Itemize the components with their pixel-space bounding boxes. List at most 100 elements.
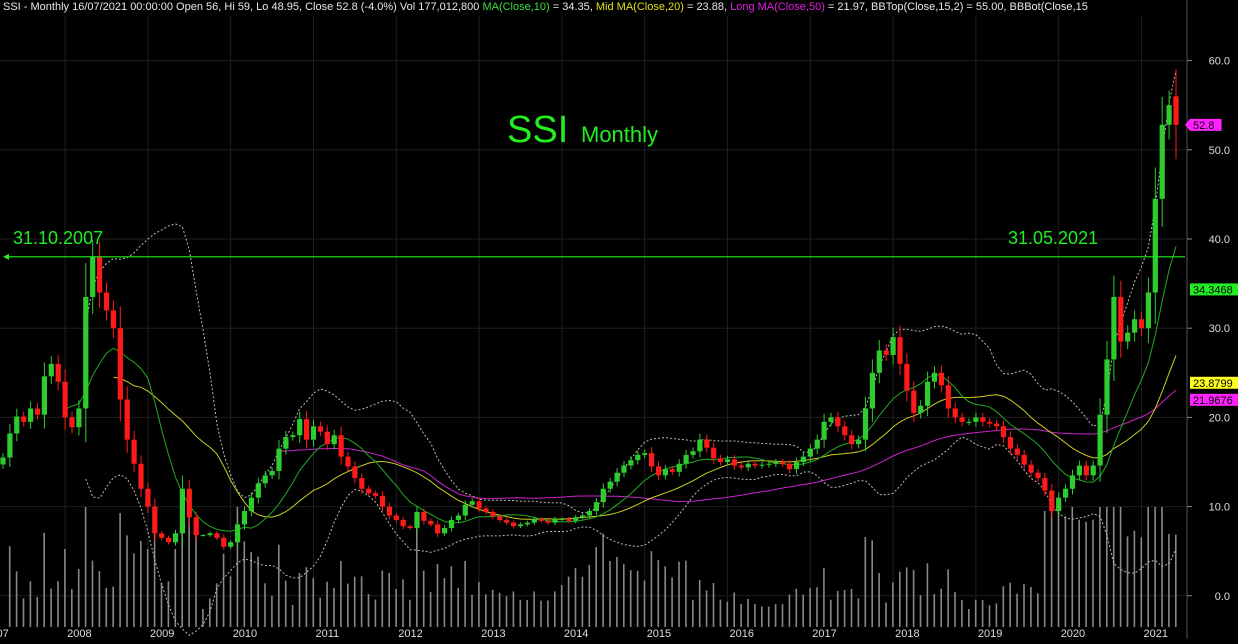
candle-body[interactable] bbox=[103, 292, 110, 311]
candle-body[interactable] bbox=[773, 461, 779, 464]
candle-body[interactable] bbox=[276, 448, 282, 471]
candle-body[interactable] bbox=[179, 488, 185, 534]
candle-body[interactable] bbox=[973, 417, 979, 422]
candle-body[interactable] bbox=[359, 478, 365, 489]
candle-body[interactable] bbox=[959, 417, 965, 422]
candle-body[interactable] bbox=[41, 376, 47, 415]
candle-body[interactable] bbox=[221, 537, 227, 547]
candle-body[interactable] bbox=[90, 256, 96, 297]
candle-body[interactable] bbox=[262, 475, 268, 484]
candle-body[interactable] bbox=[807, 448, 813, 457]
candle-body[interactable] bbox=[683, 454, 689, 464]
candle-body[interactable] bbox=[69, 417, 75, 428]
candle-body[interactable] bbox=[573, 517, 579, 521]
candle-body[interactable] bbox=[697, 439, 703, 452]
candle-body[interactable] bbox=[731, 459, 737, 466]
candle-body[interactable] bbox=[235, 524, 241, 543]
candle-body[interactable] bbox=[331, 435, 337, 445]
candle-body[interactable] bbox=[297, 419, 303, 436]
candle-body[interactable] bbox=[718, 458, 724, 462]
candle-body[interactable] bbox=[62, 381, 68, 418]
candle-body[interactable] bbox=[0, 457, 6, 465]
candle-body[interactable] bbox=[1049, 490, 1055, 512]
candle-body[interactable] bbox=[145, 488, 151, 507]
candle-body[interactable] bbox=[586, 511, 593, 516]
candle-body[interactable] bbox=[138, 463, 144, 489]
candle-body[interactable] bbox=[938, 372, 944, 386]
candle-body[interactable] bbox=[890, 337, 896, 355]
candle-body[interactable] bbox=[1090, 465, 1096, 476]
candle-body[interactable] bbox=[738, 465, 744, 468]
candle-body[interactable] bbox=[166, 537, 172, 543]
candle-body[interactable] bbox=[366, 488, 372, 494]
candle-body[interactable] bbox=[642, 453, 648, 455]
candle-body[interactable] bbox=[690, 451, 696, 455]
candle-body[interactable] bbox=[214, 533, 220, 538]
candle-body[interactable] bbox=[1173, 96, 1179, 125]
candle-body[interactable] bbox=[814, 439, 820, 449]
candle-body[interactable] bbox=[1028, 464, 1034, 473]
candle-body[interactable] bbox=[310, 426, 317, 440]
candle-body[interactable] bbox=[373, 493, 379, 496]
candle-body[interactable] bbox=[304, 419, 310, 440]
candle-body[interactable] bbox=[607, 481, 613, 489]
candle-body[interactable] bbox=[269, 470, 275, 476]
candle-body[interactable] bbox=[159, 533, 165, 538]
candle-body[interactable] bbox=[83, 296, 89, 409]
candle-body[interactable] bbox=[800, 456, 806, 462]
candle-body[interactable] bbox=[869, 372, 875, 409]
candle-body[interactable] bbox=[1152, 198, 1158, 293]
candle-body[interactable] bbox=[48, 363, 54, 377]
ma50-line[interactable] bbox=[278, 389, 1177, 503]
candle-body[interactable] bbox=[1014, 448, 1020, 455]
candle-body[interactable] bbox=[228, 542, 234, 547]
candle-body[interactable] bbox=[317, 426, 323, 432]
candle-body[interactable] bbox=[407, 526, 413, 528]
candle-body[interactable] bbox=[490, 511, 496, 517]
candle-body[interactable] bbox=[428, 520, 434, 525]
candle-body[interactable] bbox=[793, 461, 800, 470]
candle-body[interactable] bbox=[724, 459, 731, 462]
candle-body[interactable] bbox=[759, 464, 765, 466]
candle-body[interactable] bbox=[531, 519, 537, 523]
candle-body[interactable] bbox=[1111, 296, 1117, 360]
candle-body[interactable] bbox=[117, 328, 123, 400]
candle-body[interactable] bbox=[442, 527, 448, 534]
candle-body[interactable] bbox=[200, 535, 206, 537]
candle-body[interactable] bbox=[1132, 319, 1138, 333]
candle-body[interactable] bbox=[172, 533, 179, 543]
candle-body[interactable] bbox=[876, 350, 882, 373]
candle-body[interactable] bbox=[186, 488, 192, 518]
candle-body[interactable] bbox=[662, 469, 668, 476]
candle-body[interactable] bbox=[780, 461, 786, 464]
candle-body[interactable] bbox=[787, 463, 793, 470]
candle-body[interactable] bbox=[945, 385, 951, 409]
candle-body[interactable] bbox=[566, 519, 572, 521]
candle-body[interactable] bbox=[655, 466, 662, 476]
candle-body[interactable] bbox=[476, 501, 482, 509]
candle-body[interactable] bbox=[283, 437, 289, 449]
candle-body[interactable] bbox=[911, 390, 917, 413]
candle-body[interactable] bbox=[635, 454, 641, 461]
candle-body[interactable] bbox=[338, 435, 344, 457]
candle-body[interactable] bbox=[559, 519, 565, 521]
candle-body[interactable] bbox=[455, 515, 461, 520]
candle-body[interactable] bbox=[255, 483, 261, 498]
candle-body[interactable] bbox=[842, 426, 848, 436]
candle-body[interactable] bbox=[241, 511, 248, 525]
candle-body[interactable] bbox=[1056, 497, 1062, 512]
candle-body[interactable] bbox=[1007, 437, 1013, 449]
candle-body[interactable] bbox=[34, 408, 41, 415]
candle-body[interactable] bbox=[552, 519, 558, 523]
candle-body[interactable] bbox=[904, 363, 910, 391]
candle-body[interactable] bbox=[435, 524, 441, 534]
candle-body[interactable] bbox=[524, 522, 530, 525]
candle-body[interactable] bbox=[925, 381, 931, 406]
candle-body[interactable] bbox=[1125, 332, 1131, 342]
candle-body[interactable] bbox=[448, 519, 455, 528]
candle-body[interactable] bbox=[994, 423, 1000, 427]
candle-body[interactable] bbox=[1083, 465, 1089, 476]
candle-body[interactable] bbox=[704, 439, 710, 448]
candle-body[interactable] bbox=[1000, 426, 1007, 438]
